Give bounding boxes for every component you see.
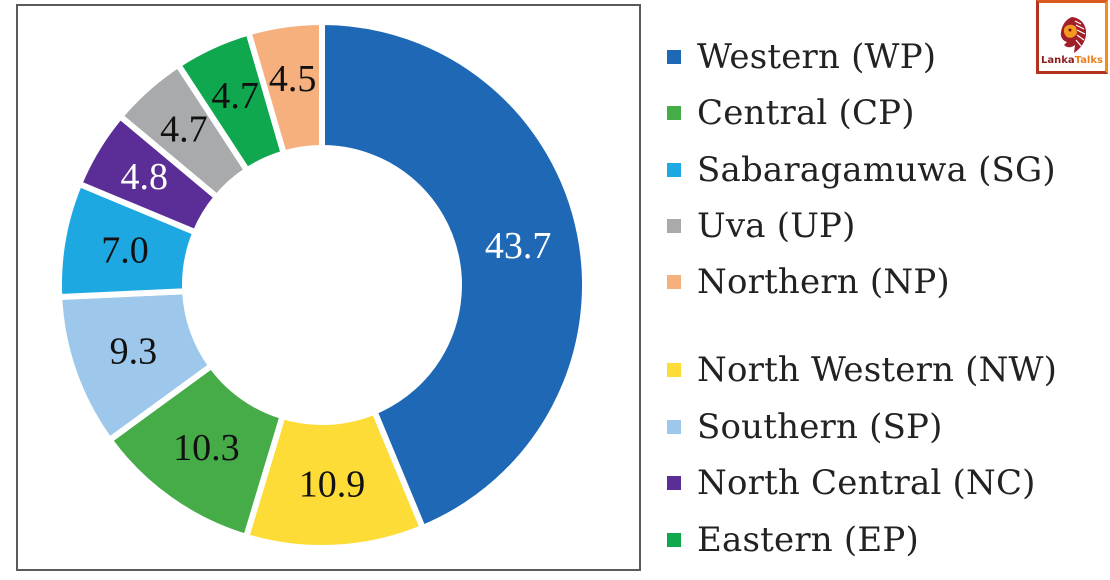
- legend-swatch-icon: [667, 476, 681, 490]
- legend-label: North Western (NW): [697, 350, 1058, 390]
- donut-slice: [319, 18, 588, 532]
- slice-value-label: 43.7: [485, 225, 552, 267]
- donut-slice: [244, 18, 325, 158]
- slice-value-label: 7.0: [101, 229, 149, 271]
- legend-item-central: Central (CP): [667, 93, 915, 133]
- legend-label: Uva (UP): [697, 206, 856, 246]
- slice-value-label: 4.8: [120, 156, 168, 198]
- slice-value-label: 4.5: [269, 58, 317, 100]
- legend-item-southern: Southern (SP): [667, 407, 943, 447]
- legend-item-north-western: North Western (NW): [667, 350, 1057, 390]
- legend-item-north-central: North Central (NC): [667, 463, 1036, 503]
- legend-swatch-icon: [667, 106, 681, 120]
- legend-label: Eastern (EP): [697, 520, 919, 560]
- legend-swatch-icon: [667, 420, 681, 434]
- legend-swatch-icon: [667, 533, 681, 547]
- slice-value-label: 4.7: [160, 109, 208, 151]
- legend-item-uva: Uva (UP): [667, 206, 856, 246]
- donut-chart: 43.710.910.39.37.04.84.74.7 4.5: [56, 18, 588, 551]
- legend-label: Western (WP): [697, 37, 937, 77]
- slice-value-label: 9.3: [110, 330, 158, 372]
- slice-value-label: 10.9: [299, 464, 366, 506]
- legend-swatch-icon: [667, 163, 681, 177]
- legend-label: North Central (NC): [697, 463, 1036, 503]
- legend-label: Southern (SP): [697, 407, 943, 447]
- slice-value-label: 10.3: [173, 427, 240, 469]
- legend-label: Northern (NP): [697, 262, 950, 302]
- legend-label: Sabaragamuwa (SG): [697, 150, 1056, 190]
- legend-item-northern: Northern (NP): [667, 262, 950, 302]
- legend-swatch-icon: [667, 275, 681, 289]
- legend-swatch-icon: [667, 219, 681, 233]
- donut-slices: [56, 18, 588, 551]
- lankatalks-logo: LankaTalks: [1036, 0, 1108, 74]
- slice-value-label: 4.7: [211, 75, 259, 117]
- legend-label: Central (CP): [697, 93, 915, 133]
- legend-swatch-icon: [667, 50, 681, 64]
- lion-head-icon: [1060, 17, 1087, 53]
- legend-swatch-icon: [667, 363, 681, 377]
- logo-text: LankaTalks: [1041, 55, 1103, 66]
- donut-labels: 43.710.910.39.37.04.84.74.7 4.5: [101, 58, 551, 506]
- legend-item-western: Western (WP): [667, 37, 936, 77]
- legend-item-sabaragamuwa: Sabaragamuwa (SG): [667, 150, 1056, 190]
- legend-item-eastern: Eastern (EP): [667, 520, 919, 560]
